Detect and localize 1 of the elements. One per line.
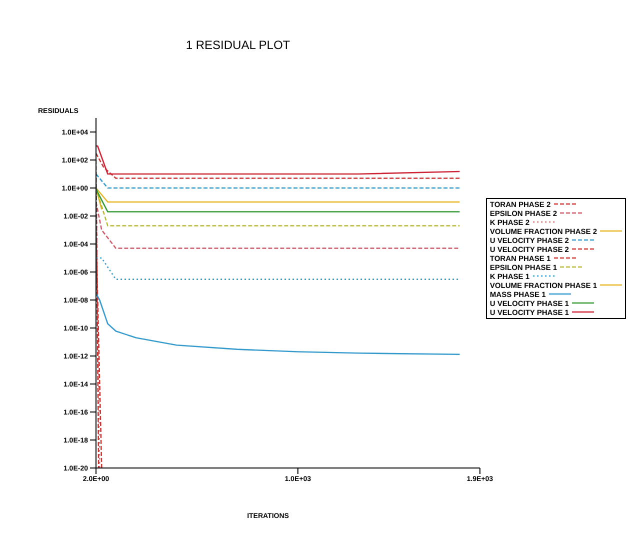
chart-title: 1 RESIDUAL PLOT [184,38,292,52]
